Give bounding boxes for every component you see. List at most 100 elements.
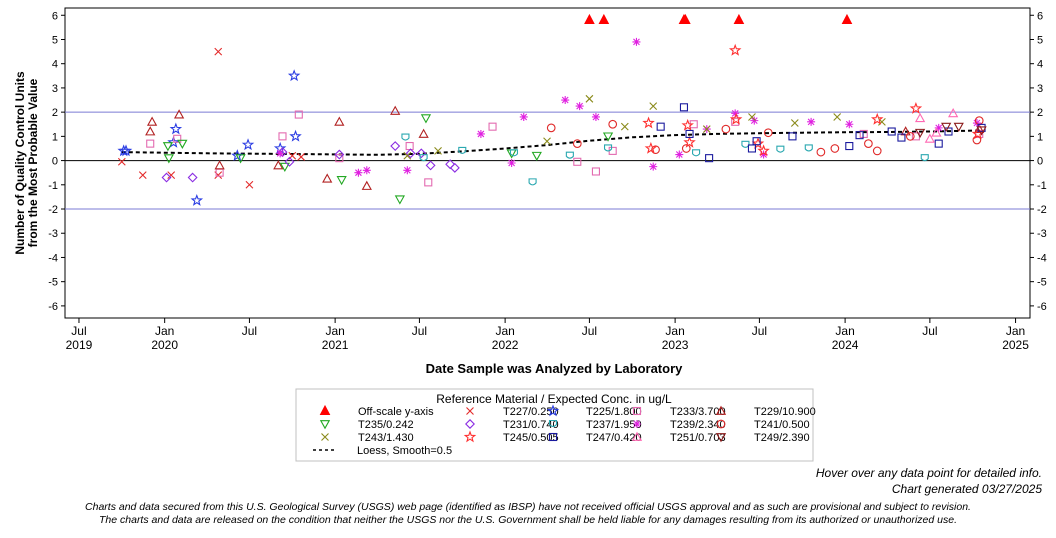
legend-items: Off-scale y-axis T227/0.250 T225/1.800 T233… bbox=[313, 404, 816, 457]
point-t243-1-430 bbox=[702, 125, 711, 133]
point-t241-0-500 bbox=[872, 146, 882, 156]
x-tick-label: Jul bbox=[242, 324, 257, 338]
point-t245-0-505 bbox=[642, 116, 655, 129]
x-tick-label: Jan bbox=[325, 324, 344, 338]
y-tick-label-right: 0 bbox=[1037, 156, 1043, 168]
point-t229-10-900 bbox=[146, 116, 158, 126]
point-t251-0-703 bbox=[931, 127, 942, 137]
point-t233-3-700 bbox=[573, 157, 582, 166]
x-tick-label: Jan bbox=[665, 324, 684, 338]
point-t239-2-340 bbox=[403, 166, 412, 175]
legend-label: T235/0.242 bbox=[358, 419, 414, 431]
point-t245-0-505 bbox=[681, 118, 694, 131]
y-axis-right: 6 5 4 3 2 1 0 -1 -2 -3 -4 -5 -6 bbox=[1030, 10, 1047, 313]
y-tick-label: -2 bbox=[48, 204, 58, 216]
legend-label: T251/0.703 bbox=[670, 432, 726, 444]
point-t237-1-950 bbox=[920, 154, 929, 162]
y-tick-label: -3 bbox=[48, 228, 58, 240]
point-t235-0-242 bbox=[531, 151, 542, 162]
point-t229-10-900 bbox=[322, 173, 333, 183]
point-t231-0-740 bbox=[405, 148, 416, 159]
point-off-scale-y-axis bbox=[680, 13, 691, 24]
point-t247-0-420 bbox=[705, 154, 714, 163]
point-t237-1-950 bbox=[776, 145, 785, 153]
legend-marker bbox=[633, 420, 641, 428]
point-t239-2-340 bbox=[476, 129, 485, 138]
point-t247-0-420 bbox=[944, 127, 953, 136]
point-t229-10-900 bbox=[173, 109, 185, 119]
point-t235-0-242 bbox=[177, 139, 188, 149]
hover-note: Hover over any data point for detailed i… bbox=[815, 466, 1042, 480]
point-t247-0-420 bbox=[934, 139, 943, 148]
legend-label: T233/3.700 bbox=[670, 406, 726, 418]
legend-marker bbox=[631, 431, 643, 441]
point-t235-0-242 bbox=[235, 154, 246, 164]
point-t225-1-800 bbox=[289, 129, 302, 142]
point-off-scale-y-axis bbox=[733, 13, 745, 24]
y-tick-label: 4 bbox=[52, 59, 58, 71]
point-t237-1-950 bbox=[458, 146, 467, 154]
point-off-scale-y-axis bbox=[598, 13, 610, 24]
point-t249-2-390 bbox=[976, 126, 987, 136]
point-t229-10-900 bbox=[214, 160, 225, 170]
point-t227-0-250 bbox=[138, 171, 147, 179]
x-tick-year-label: 2022 bbox=[492, 338, 519, 352]
point-t241-0-500 bbox=[905, 132, 915, 141]
point-t245-0-505 bbox=[728, 43, 742, 56]
legend-marker bbox=[319, 420, 331, 430]
point-t241-0-500 bbox=[864, 139, 873, 148]
point-t243-1-430 bbox=[434, 147, 442, 155]
legend-marker bbox=[321, 433, 329, 441]
x-tick-label: Jul bbox=[922, 324, 937, 338]
x-tick-year-label: 2023 bbox=[662, 338, 689, 352]
point-t225-1-800 bbox=[167, 135, 180, 148]
point-t241-0-500 bbox=[763, 128, 773, 138]
point-t241-0-500 bbox=[721, 124, 731, 134]
point-t245-0-505 bbox=[870, 112, 884, 125]
point-t239-2-340 bbox=[649, 162, 658, 171]
legend-label: T227/0.250 bbox=[503, 406, 559, 418]
x-tick-year-label: 2024 bbox=[832, 338, 859, 352]
x-tick-label: Jul bbox=[582, 324, 597, 338]
y-axis-left: 6 5 4 3 2 1 0 -1 -2 -3 -4 -5 -6 bbox=[48, 10, 65, 313]
point-t239-2-340 bbox=[759, 150, 768, 159]
legend-label: Off-scale y-axis bbox=[358, 406, 434, 418]
point-t229-10-900 bbox=[418, 128, 429, 138]
x-axis-label: Date Sample was Analyzed by Laboratory bbox=[426, 361, 683, 376]
legend: Reference Material / Expected Conc. in u… bbox=[295, 388, 816, 462]
point-t247-0-420 bbox=[788, 132, 797, 141]
x-tick-year-label: 2021 bbox=[322, 338, 349, 352]
point-t231-0-740 bbox=[390, 141, 401, 152]
y-tick-label: 2 bbox=[52, 107, 58, 119]
point-t235-0-242 bbox=[336, 176, 347, 186]
point-t245-0-505 bbox=[909, 101, 923, 114]
loess-series bbox=[121, 129, 982, 156]
point-t235-0-242 bbox=[602, 132, 614, 142]
legend-marker bbox=[715, 433, 727, 443]
point-t243-1-430 bbox=[620, 122, 629, 131]
point-t229-10-900 bbox=[900, 126, 911, 136]
x-tick-label: Jul bbox=[71, 324, 86, 338]
point-t245-0-505 bbox=[729, 112, 743, 125]
legend-marker bbox=[548, 419, 558, 428]
data-points bbox=[117, 13, 987, 206]
point-t233-3-700 bbox=[859, 129, 868, 138]
point-t231-0-740 bbox=[284, 156, 295, 167]
point-t249-2-390 bbox=[953, 122, 964, 133]
point-t239-2-340 bbox=[561, 96, 570, 105]
legend-label: T237/1.950 bbox=[586, 419, 642, 431]
y-tick-label-right: 3 bbox=[1037, 83, 1043, 95]
point-t237-1-950 bbox=[509, 149, 519, 157]
point-t247-0-420 bbox=[679, 103, 689, 112]
point-t243-1-430 bbox=[649, 102, 658, 110]
point-t233-3-700 bbox=[173, 134, 182, 143]
x-tick-label: Jan bbox=[495, 324, 514, 338]
point-t225-1-800 bbox=[190, 193, 204, 206]
point-t241-0-500 bbox=[681, 144, 691, 153]
legend-marker bbox=[715, 405, 727, 415]
point-t239-2-340 bbox=[276, 149, 285, 158]
point-t243-1-430 bbox=[790, 119, 799, 127]
point-t239-2-340 bbox=[575, 102, 584, 111]
legend-label: T241/0.500 bbox=[754, 419, 810, 431]
